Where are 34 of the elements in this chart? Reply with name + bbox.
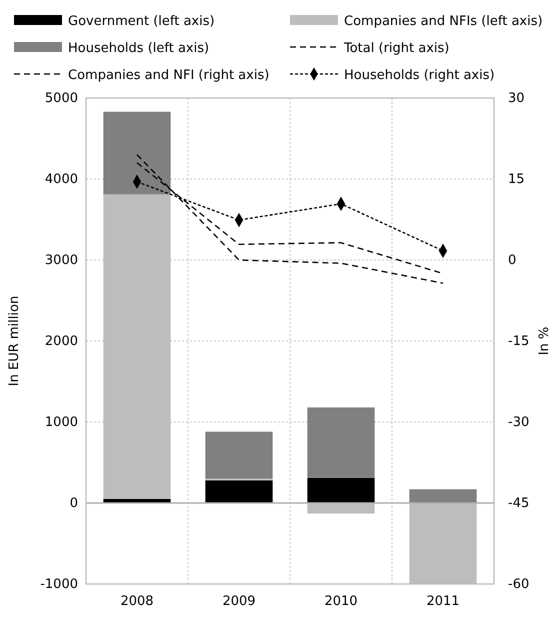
legend-label: Total (right axis) [343,41,450,56]
bar [205,432,273,479]
legend-label: Households (right axis) [344,68,495,83]
y2-tick-label: -30 [508,415,530,430]
bar [307,407,375,478]
y2-tick-label: -60 [508,577,530,592]
bar [205,480,273,503]
y2-tick-label: 30 [508,91,525,106]
y-tick-label: 2000 [44,334,78,350]
y-tick-label: 3000 [44,253,78,268]
x-tick-label: 2008 [120,594,154,610]
x-tick-label: 2009 [222,594,256,610]
legend-label: Companies and NFIs (left axis) [344,14,543,29]
legend-label: Households (left axis) [68,41,210,56]
y2-tick-label: 15 [508,172,525,188]
x-tick-label: 2011 [426,594,460,610]
y-tick-label: 1000 [44,415,78,430]
y-axis-title: In EUR million [7,296,22,386]
y2-tick-label: 0 [508,253,516,268]
y2-axis-title: In % [537,326,552,356]
y-tick-label: -1000 [40,577,78,592]
legend-label: Government (left axis) [68,14,215,29]
legend-label: Companies and NFI (right axis) [68,68,270,83]
y-tick-label: 0 [70,496,78,512]
y2-tick-label: -15 [508,334,530,350]
bar [103,112,171,194]
bar [307,503,375,514]
y2-tick-label: -45 [508,496,530,512]
x-tick-label: 2010 [324,594,358,610]
bar [409,503,477,584]
y-tick-label: 5000 [44,91,78,106]
y-tick-label: 4000 [44,172,78,188]
bar [307,478,375,503]
bar [409,489,477,503]
